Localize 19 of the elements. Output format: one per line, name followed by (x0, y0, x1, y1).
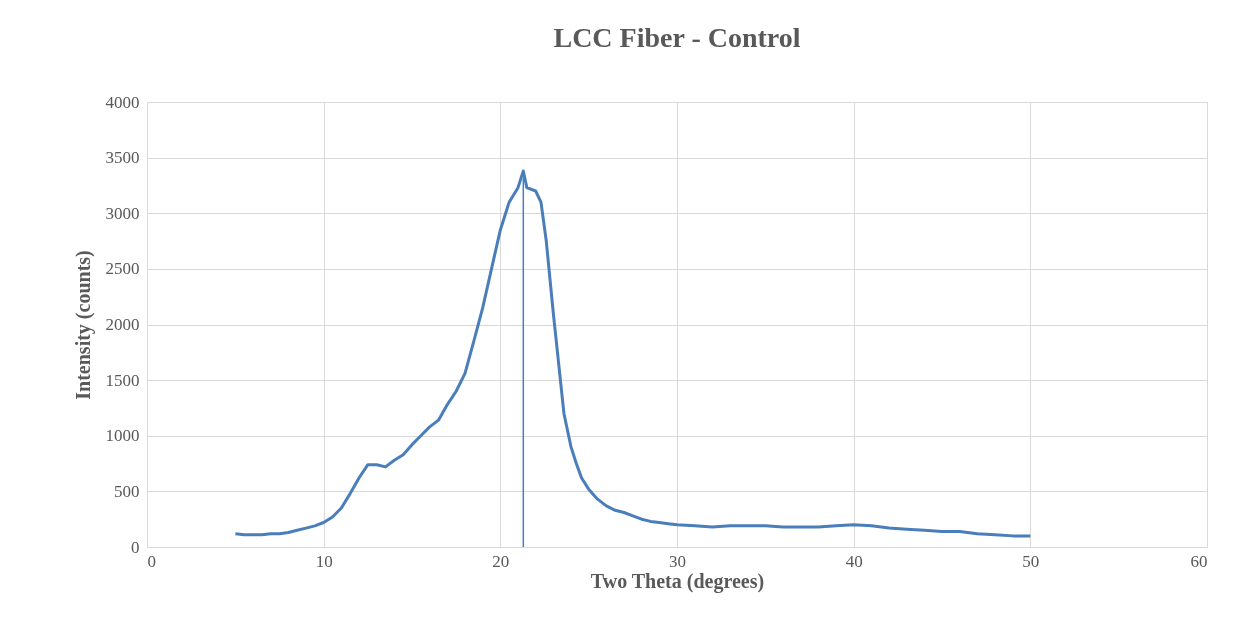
x-tick-label: 0 (147, 551, 156, 571)
y-tick-label: 4000 (105, 92, 140, 112)
x-tick-label: 10 (315, 551, 333, 571)
chart-title: LCC Fiber - Control (553, 22, 801, 53)
x-tick-label: 20 (492, 551, 510, 571)
y-tick-label: 1500 (105, 370, 140, 390)
x-axis-title: Two Theta (degrees) (590, 569, 765, 593)
x-tick-label: 40 (845, 551, 863, 571)
y-tick-label: 3500 (105, 148, 140, 168)
y-tick-label: 500 (114, 481, 140, 501)
y-tick-label: 2500 (105, 259, 140, 279)
y-tick-label: 3000 (105, 203, 140, 223)
x-tick-label: 60 (1190, 551, 1208, 571)
x-tick-label: 50 (1022, 551, 1040, 571)
y-tick-label: 2000 (105, 315, 140, 334)
y-tick-label: 1000 (105, 426, 140, 446)
y-tick-label: 0 (131, 537, 140, 557)
x-tick-label: 30 (669, 551, 686, 571)
y-axis-title: Intensity (counts) (71, 250, 95, 400)
